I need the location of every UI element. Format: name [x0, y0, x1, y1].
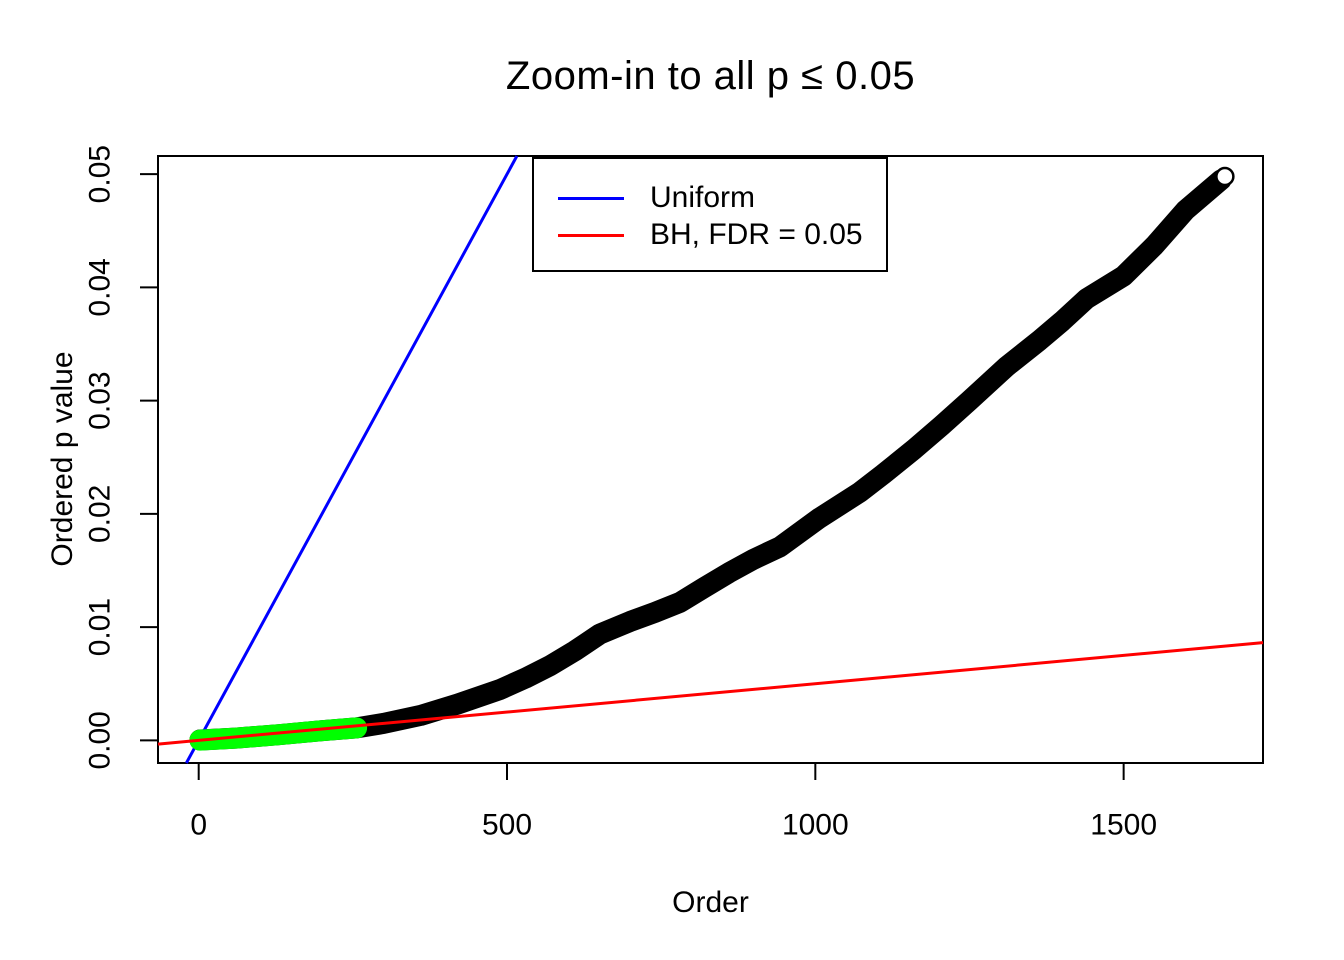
legend-label-uniform: Uniform [650, 181, 756, 214]
last-point-open-circle [1215, 166, 1235, 187]
x-axis-title: Order [672, 886, 749, 919]
plot-frame [157, 155, 1264, 764]
legend-entry-bh-fdr: BH, FDR = 0.05 [534, 218, 863, 252]
x-tick-label: 1500 [1090, 809, 1157, 842]
y-tick-label: 0.03 [84, 371, 117, 429]
y-tick-label: 0.00 [84, 711, 117, 769]
x-tick-label: 500 [482, 809, 532, 842]
y-tick-label: 0.04 [84, 258, 117, 316]
y-tick-label: 0.05 [84, 145, 117, 203]
bh-fdr-line [157, 641, 1264, 746]
legend-box: Uniform BH, FDR = 0.05 [532, 157, 888, 272]
chart-title: Zoom-in to all p ≤ 0.05 [505, 54, 916, 98]
y-axis-title: Ordered p value [46, 351, 79, 567]
y-tick-label: 0.02 [84, 485, 117, 543]
y-tick-label: 0.01 [84, 598, 117, 656]
uniform-line [185, 155, 519, 764]
legend-entry-uniform: Uniform [534, 181, 755, 215]
legend-line-swatch-bh-fdr [558, 233, 624, 237]
legend-label-bh-fdr: BH, FDR = 0.05 [650, 218, 863, 251]
legend-line-swatch-uniform [558, 196, 624, 200]
x-tick-label: 1000 [782, 809, 849, 842]
ordered-p-values [189, 169, 1232, 751]
x-tick-label: 0 [190, 809, 207, 842]
